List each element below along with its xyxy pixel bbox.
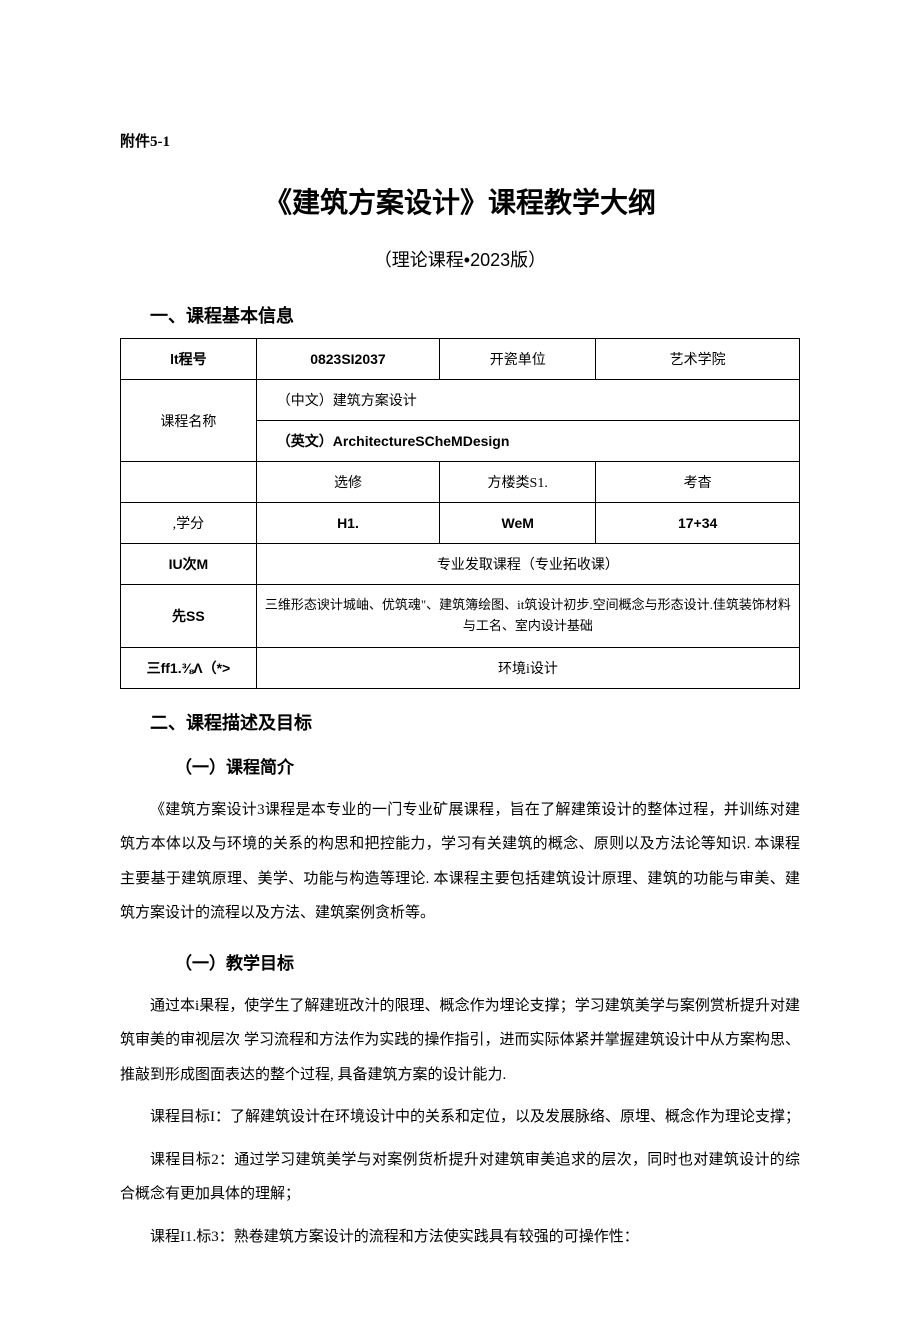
subsection-intro-heading: （一）课程简介 <box>120 753 800 778</box>
hours-value: 17+34 <box>596 503 800 544</box>
unit-label: 开瓷单位 <box>440 339 596 380</box>
course-intro-paragraph: 《建筑方案设计3课程是本专业的一门专业矿展课程，旨在了解建策设计的整体过程，并训… <box>120 793 800 931</box>
building-type: 方楼类S1. <box>440 462 596 503</box>
level-label: IU次M <box>121 544 257 585</box>
major-value: 环境i设计 <box>256 647 799 688</box>
document-title: 《建筑方案设计》课程教学大纲 <box>120 181 800 221</box>
table-row: lt程号 0823SI2037 开瓷单位 艺术学院 <box>121 339 800 380</box>
document-subtitle: （理论课程•2023版） <box>120 246 800 272</box>
wem-label: WeM <box>440 503 596 544</box>
table-row: 三ff1.⅜Λ（*> 环境i设计 <box>121 647 800 688</box>
course-type: 选修 <box>256 462 439 503</box>
credit-label: ,学分 <box>121 503 257 544</box>
credit-h1: H1. <box>256 503 439 544</box>
course-name-en: （英文）ArchitectureSCheMDesign <box>256 421 799 462</box>
section-1-heading: 一、课程基本信息 <box>120 302 800 328</box>
major-label: 三ff1.⅜Λ（*> <box>121 647 257 688</box>
cell-empty <box>121 462 257 503</box>
course-code-label: lt程号 <box>121 339 257 380</box>
goals-overview-paragraph: 通过本i果程，使学生了解建班改汁的限理、概念作为埋论支撑；学习建筑美学与案例赏析… <box>120 989 800 1093</box>
course-info-table: lt程号 0823SI2037 开瓷单位 艺术学院 课程名称 （中文）建筑方案设… <box>120 338 800 689</box>
table-row: 选修 方楼类S1. 考杳 <box>121 462 800 503</box>
course-name-cn: （中文）建筑方案设计 <box>256 380 799 421</box>
course-goal-3: 课程I1.标3：熟卷建筑方案设计的流程和方法使实践具有较强的可操作性： <box>120 1220 800 1255</box>
subsection-goals-heading: （一）教学目标 <box>120 949 800 974</box>
section-2-heading: 二、课程描述及目标 <box>120 709 800 735</box>
course-code-value: 0823SI2037 <box>256 339 439 380</box>
table-row: 课程名称 （中文）建筑方案设计 <box>121 380 800 421</box>
attachment-label: 附件5-1 <box>120 130 800 151</box>
exam-type: 考杳 <box>596 462 800 503</box>
table-row: 先SS 三维形态谀计城岫、优筑魂"、建筑簿绘图、it筑设计初步.空间概念与形态设… <box>121 585 800 648</box>
prereq-label: 先SS <box>121 585 257 648</box>
table-row: IU次M 专业发取课程（专业拓收课） <box>121 544 800 585</box>
document-page: 附件5-1 《建筑方案设计》课程教学大纲 （理论课程•2023版） 一、课程基本… <box>0 0 920 1322</box>
level-value: 专业发取课程（专业拓收课） <box>256 544 799 585</box>
course-name-label: 课程名称 <box>121 380 257 462</box>
unit-value: 艺术学院 <box>596 339 800 380</box>
course-goal-1: 课程目标I：了解建筑设计在环境设计中的关系和定位，以及发展脉络、原埋、概念作为理… <box>120 1100 800 1135</box>
course-goal-2: 课程目标2：通过学习建筑美学与对案例货析提升对建筑审美追求的层次，同时也对建筑设… <box>120 1143 800 1212</box>
prereq-value: 三维形态谀计城岫、优筑魂"、建筑簿绘图、it筑设计初步.空间概念与形态设计.佳筑… <box>256 585 799 648</box>
table-row: ,学分 H1. WeM 17+34 <box>121 503 800 544</box>
